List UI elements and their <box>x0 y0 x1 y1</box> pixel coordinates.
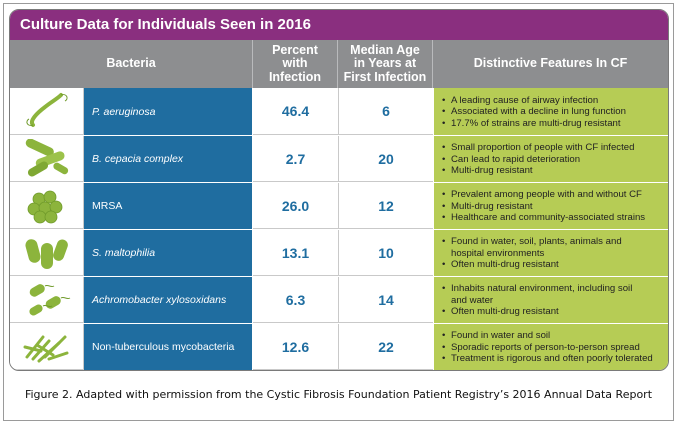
bacteria-name: MRSA <box>84 183 253 229</box>
percent-value: 46.4 <box>253 88 338 135</box>
bacteria-name: Non-tuberculous mycobacteria <box>84 324 253 370</box>
table-header-row: Bacteria Percent with Infection Median Age… <box>10 40 668 88</box>
feature-item: and water <box>442 295 662 307</box>
bullet-icon: • <box>442 330 446 342</box>
header-percent: Percent with Infection <box>253 40 338 88</box>
feature-item: • Found in water, soil, plants, animals a… <box>442 236 622 248</box>
rod-bacterium-icon <box>10 88 84 135</box>
figure-frame: Culture Data for Individuals Seen in 201… <box>3 3 674 421</box>
bullet-icon: • <box>442 259 446 271</box>
table-body: P. aeruginosa 46.4 6 • A leading cause of ai… <box>10 88 668 370</box>
flagellated-rods-icon <box>10 277 84 323</box>
figure-caption: Figure 2. Adapted with permission from t… <box>24 388 653 401</box>
table-row: Achromobacter xylosoxidans 6.3 14 • Inhabits… <box>10 276 668 323</box>
feature-item: • Sporadic reports of person-to-person sp… <box>442 341 640 353</box>
bullet-icon: • <box>442 283 446 295</box>
feature-item: • 17.7% of strains are multi-drug resista… <box>442 117 621 129</box>
header-median-age: Median Age in Years at First Infection <box>338 40 433 88</box>
median-age-value: 22 <box>338 324 433 370</box>
feature-item: • Often multi-drug resistant <box>442 259 559 271</box>
rods-cluster-icon <box>10 230 84 276</box>
header-bacteria: Bacteria <box>10 40 253 88</box>
feature-item: • Found in water and soil <box>442 330 551 342</box>
mycobacteria-icon <box>10 324 84 370</box>
table-row: B. cepacia complex 2.7 20 • Small proportion… <box>10 135 668 182</box>
bullet-icon: • <box>442 165 446 177</box>
bullet-icon: • <box>442 106 446 118</box>
bullet-icon: • <box>442 189 446 201</box>
table-row: S. maltophilia 13.1 10 • Found in water, soi… <box>10 229 668 276</box>
bullet-icon: • <box>442 153 446 165</box>
feature-item: • Associated with a decline in lung funct… <box>442 106 626 118</box>
median-age-value: 20 <box>338 136 433 182</box>
percent-value: 26.0 <box>253 183 338 229</box>
percent-value: 2.7 <box>253 136 338 182</box>
header-features: Distinctive Features In CF <box>473 56 628 71</box>
features-list: • A leading cause of airway infection • Ass… <box>433 88 668 135</box>
percent-value: 12.6 <box>253 324 338 370</box>
feature-item: • Prevalent among people with and without… <box>442 189 642 201</box>
table-title: Culture Data for Individuals Seen in 201… <box>10 10 668 40</box>
median-age-value: 12 <box>338 183 433 229</box>
bullet-icon: • <box>442 212 446 224</box>
bullet-icon: • <box>442 236 446 248</box>
features-list: • Prevalent among people with and without… <box>433 183 668 229</box>
feature-item: • A leading cause of airway infection <box>442 94 599 106</box>
feature-item: hospital environments <box>442 248 662 260</box>
bacteria-name: P. aeruginosa <box>84 88 253 135</box>
bullet-icon: • <box>442 94 446 106</box>
percent-value: 6.3 <box>253 277 338 323</box>
median-age-value: 6 <box>338 88 433 135</box>
table-row: Non-tuberculous mycobacteria 12.6 22 • Found… <box>10 323 668 370</box>
bullet-icon <box>442 248 451 260</box>
feature-item: • Multi-drug resistant <box>442 165 533 177</box>
percent-value: 13.1 <box>253 230 338 276</box>
median-age-value: 10 <box>338 230 433 276</box>
cocci-cluster-icon <box>10 183 84 229</box>
feature-item: • Often multi-drug resistant <box>442 306 559 318</box>
bullet-icon: • <box>442 117 446 129</box>
features-list: • Inhabits natural environment, including… <box>433 277 668 323</box>
features-list: • Small proportion of people with CF infe… <box>433 136 668 182</box>
feature-item: • Inhabits natural environment, including… <box>442 283 633 295</box>
features-list: • Found in water and soil • Sporadic report… <box>433 324 668 370</box>
median-age-value: 14 <box>338 277 433 323</box>
culture-data-table: Culture Data for Individuals Seen in 201… <box>9 9 669 371</box>
table-row: P. aeruginosa 46.4 6 • A leading cause of ai… <box>10 88 668 135</box>
features-list: • Found in water, soil, plants, animals a… <box>433 230 668 276</box>
bullet-icon: • <box>442 341 446 353</box>
bullet-icon: • <box>442 353 446 365</box>
table-row: MRSA 26.0 12 • Prevalent among people with a… <box>10 182 668 229</box>
feature-item: • Healthcare and community-associated str… <box>442 212 646 224</box>
feature-item: • Small proportion of people with CF infe… <box>442 142 635 154</box>
bacteria-name: B. cepacia complex <box>84 136 253 182</box>
bacteria-name: S. maltophilia <box>84 230 253 276</box>
bacteria-name: Achromobacter xylosoxidans <box>84 277 253 323</box>
bullet-icon: • <box>442 306 446 318</box>
bullet-icon: • <box>442 142 446 154</box>
bullet-icon: • <box>442 200 446 212</box>
feature-item: • Treatment is rigorous and often poorly … <box>442 353 653 365</box>
bacilli-cluster-icon <box>10 136 84 182</box>
feature-item: • Multi-drug resistant <box>442 200 533 212</box>
bullet-icon <box>442 295 451 307</box>
feature-item: • Can lead to rapid deterioration <box>442 153 581 165</box>
